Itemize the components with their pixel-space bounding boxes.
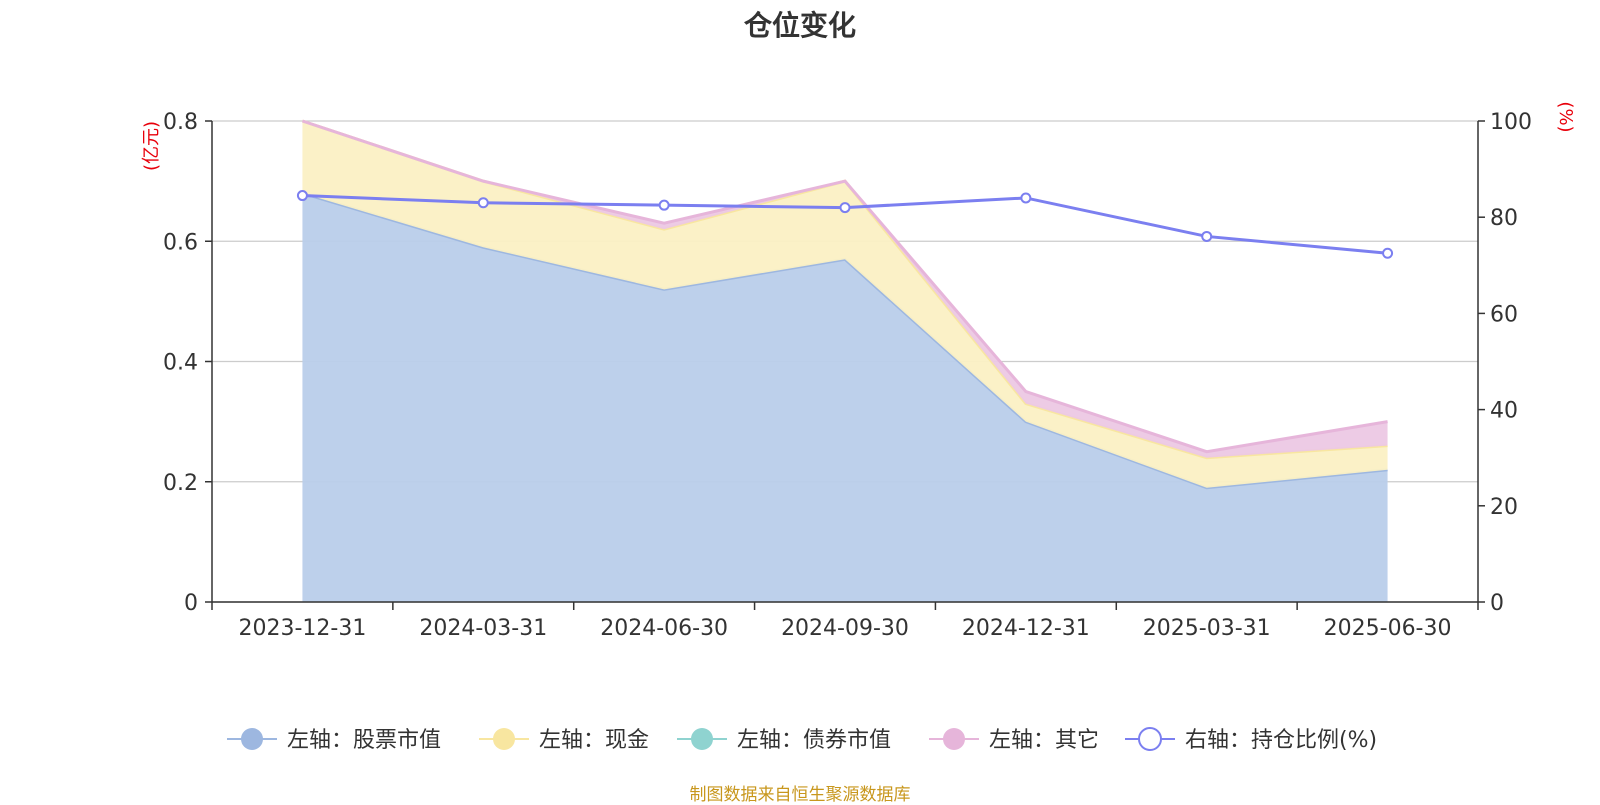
line-point[interactable] — [1201, 230, 1213, 242]
legend-label: 右轴：持仓比例(%) — [1185, 728, 1377, 753]
area-series-1 — [302, 121, 1388, 488]
legend-label: 左轴：其它 — [989, 728, 1099, 753]
area-edge-3 — [301, 119, 1388, 454]
right-tick-label: 40 — [1490, 399, 1518, 424]
legend-item-2[interactable]: 左轴：债券市值 — [677, 728, 891, 753]
chart-canvas: 0 0.2 0.4 0.6 0.8 0 20 40 60 80 100 2023-12-31 2024-… — [141, 101, 1576, 753]
right-tick-label: 100 — [1490, 110, 1532, 135]
right-tick-label: 0 — [1490, 591, 1504, 616]
line-point[interactable] — [839, 202, 851, 214]
legend-marker — [691, 728, 713, 750]
legend-label: 左轴：股票市值 — [287, 728, 441, 753]
x-tick-label: 2023-12-31 — [238, 616, 366, 641]
axes: 0 0.2 0.4 0.6 0.8 0 20 40 60 80 100 2023-12-31 2024-… — [141, 101, 1576, 641]
legend-item-4[interactable]: 右轴：持仓比例(%) — [1125, 727, 1377, 753]
line-point[interactable] — [658, 199, 670, 211]
x-tick-label: 2025-06-30 — [1324, 616, 1452, 641]
legend-item-0[interactable]: 左轴：股票市值 — [227, 728, 441, 753]
x-tick-label: 2025-03-31 — [1143, 616, 1271, 641]
line-series — [296, 190, 1394, 259]
legend: 左轴：股票市值 左轴：现金 左轴：债券市值 左轴：其它 右轴：持仓比例(%) — [227, 727, 1377, 753]
left-axis-unit: (亿元) — [141, 121, 162, 171]
left-tick-label: 0.8 — [163, 110, 198, 135]
line-point[interactable] — [296, 190, 308, 202]
area-series-0 — [302, 193, 1388, 602]
legend-label: 左轴：债券市值 — [737, 728, 891, 753]
left-tick-label: 0.2 — [163, 471, 198, 496]
legend-item-3[interactable]: 左轴：其它 — [929, 728, 1099, 753]
x-tick-label: 2024-03-31 — [419, 616, 547, 641]
left-tick-label: 0.6 — [163, 230, 198, 255]
x-tick-label: 2024-12-31 — [962, 616, 1090, 641]
x-tick-label: 2024-09-30 — [781, 616, 909, 641]
left-tick-label: 0 — [184, 591, 198, 616]
legend-marker — [1138, 727, 1162, 751]
right-tick-label: 20 — [1490, 495, 1518, 520]
line-point[interactable] — [477, 197, 489, 209]
legend-marker — [493, 728, 515, 750]
legend-item-1[interactable]: 左轴：现金 — [479, 728, 649, 753]
right-tick-label: 80 — [1490, 206, 1518, 231]
legend-label: 左轴：现金 — [539, 728, 649, 753]
line-point[interactable] — [1382, 247, 1394, 259]
x-tick-label: 2024-06-30 — [600, 616, 728, 641]
legend-marker — [241, 728, 263, 750]
right-axis-unit: (%) — [1555, 101, 1576, 132]
area-series — [301, 119, 1388, 602]
source-note: 制图数据来自恒生聚源数据库 — [689, 785, 911, 805]
line-point[interactable] — [1020, 192, 1032, 204]
left-tick-label: 0.4 — [163, 351, 198, 376]
right-tick-label: 60 — [1490, 302, 1518, 327]
chart-title: 仓位变化 — [743, 9, 856, 42]
legend-marker — [943, 728, 965, 750]
